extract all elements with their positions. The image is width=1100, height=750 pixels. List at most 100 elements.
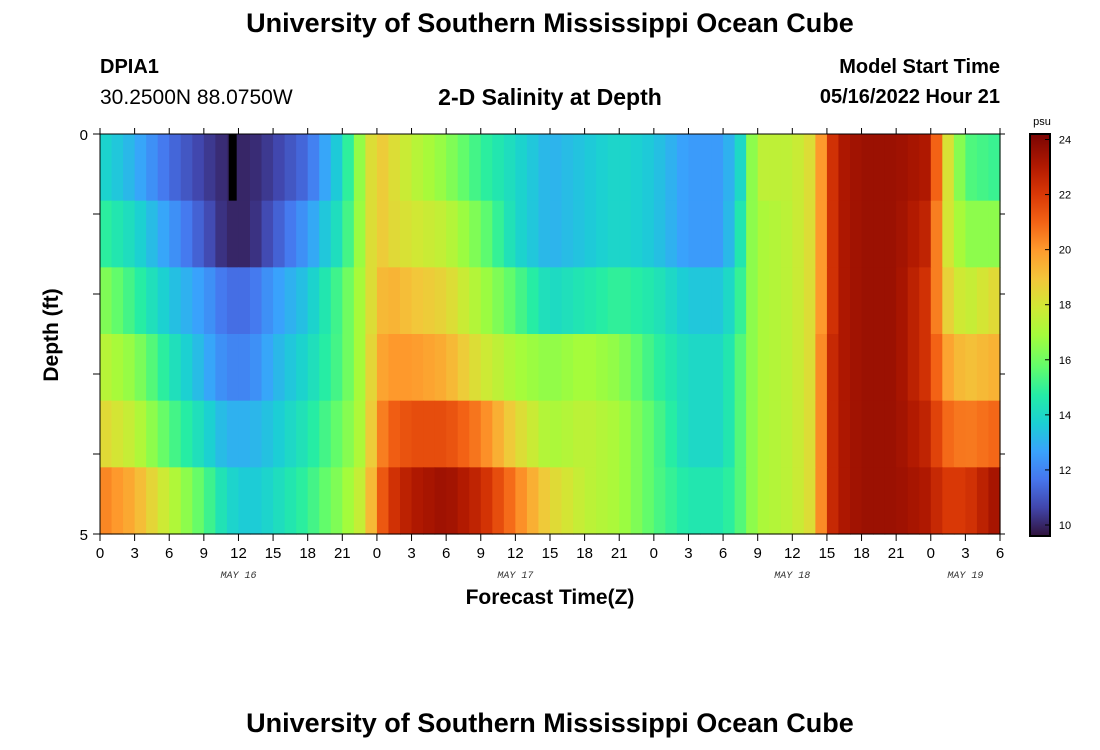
heatmap-cell <box>769 267 782 335</box>
heatmap-cell <box>676 467 690 535</box>
heatmap-cell <box>250 334 263 402</box>
heatmap-cell <box>503 134 516 202</box>
heatmap-cell <box>376 134 390 202</box>
heatmap-cell <box>353 467 366 535</box>
heatmap-cell <box>746 334 759 402</box>
heatmap-cell <box>965 134 978 202</box>
heatmap-cell <box>423 267 436 335</box>
heatmap-cell <box>123 467 136 535</box>
heatmap-cell <box>769 467 782 535</box>
heatmap-cell <box>584 334 597 402</box>
x-tick-label: 3 <box>961 545 969 562</box>
heatmap-cell <box>515 467 528 535</box>
heatmap-cell <box>596 334 609 402</box>
heatmap-cell <box>100 134 113 202</box>
heatmap-cell <box>457 267 470 335</box>
heatmap-cell <box>573 134 586 202</box>
heatmap-cell <box>838 134 851 202</box>
heatmap-cell <box>803 400 816 468</box>
heatmap-cell <box>503 400 516 468</box>
heatmap-cell <box>226 467 240 535</box>
heatmap-cell <box>284 200 297 268</box>
heatmap-cell <box>319 134 332 202</box>
heatmap-cell <box>838 267 851 335</box>
heatmap-cell <box>134 467 147 535</box>
heatmap-cell <box>850 467 863 535</box>
heatmap-cell <box>215 267 228 335</box>
heatmap-cell <box>711 334 724 402</box>
heatmap-cell <box>815 334 828 402</box>
heatmap-cell <box>538 467 551 535</box>
heatmap-cell <box>100 267 113 335</box>
heatmap-cell <box>446 267 459 335</box>
heatmap-cell <box>642 134 655 202</box>
heatmap-cell <box>284 134 297 202</box>
heatmap-cell <box>896 334 909 402</box>
x-tick-label: 9 <box>200 545 208 562</box>
x-tick-label: 12 <box>230 545 247 562</box>
heatmap-cell <box>538 400 551 468</box>
heatmap-cell <box>457 467 470 535</box>
heatmap-cell <box>376 267 390 335</box>
heatmap-cell <box>111 134 124 202</box>
heatmap-cell <box>757 134 770 202</box>
heatmap-cell <box>711 467 724 535</box>
heatmap-cell <box>630 400 643 468</box>
heatmap-cell <box>907 134 920 202</box>
heatmap-cell <box>711 134 724 202</box>
heatmap-cell <box>884 400 897 468</box>
heatmap-cell <box>757 267 770 335</box>
heatmap-cell <box>365 334 378 402</box>
heatmap-cell <box>319 467 332 535</box>
heatmap-cell <box>919 467 932 535</box>
heatmap-cell <box>688 334 701 402</box>
heatmap-cell <box>550 334 563 402</box>
x-tick-label: 9 <box>754 545 762 562</box>
heatmap-cell <box>723 467 736 535</box>
heatmap-cell <box>596 400 609 468</box>
heatmap-cell <box>688 134 701 202</box>
heatmap-cell <box>757 467 770 535</box>
heatmap-cell <box>953 334 966 402</box>
heatmap-cell <box>780 467 793 535</box>
heatmap-cell <box>307 134 320 202</box>
x-axis: 0 3 6 9 12 15 18 21 0 3 6 9 12 15 18 21 0 3 6 9 12 15 18 21 0 3 6 M… <box>96 128 1004 582</box>
heatmap-cell <box>215 200 228 268</box>
heatmap-cell <box>273 467 286 535</box>
heatmap-cell <box>746 134 759 202</box>
heatmap-cell <box>457 400 470 468</box>
x-tick-label: 21 <box>334 545 351 562</box>
heatmap-cell <box>319 400 332 468</box>
heatmap-cell <box>896 134 909 202</box>
heatmap-cell <box>100 400 113 468</box>
heatmap-cell <box>976 467 990 535</box>
heatmap-cell <box>676 334 690 402</box>
heatmap-cell <box>746 400 759 468</box>
heatmap-cell <box>988 200 1001 268</box>
heatmap-cell <box>815 134 828 202</box>
heatmap-cell <box>734 467 747 535</box>
heatmap-cell <box>261 400 274 468</box>
heatmap-cell <box>826 334 840 402</box>
heatmap-cell <box>146 334 159 402</box>
heatmap-cell <box>561 267 574 335</box>
heatmap-cell <box>250 467 263 535</box>
heatmap-cell <box>457 134 470 202</box>
heatmap-cell <box>411 267 424 335</box>
heatmap-cell <box>757 400 770 468</box>
heatmap-cell <box>700 200 713 268</box>
heatmap-cell <box>757 200 770 268</box>
heatmap-cell <box>515 200 528 268</box>
heatmap-cell <box>307 334 320 402</box>
heatmap-cell <box>873 267 886 335</box>
heatmap-cell <box>273 134 286 202</box>
heatmap-cell <box>653 200 666 268</box>
heatmap-cell <box>296 267 309 335</box>
heatmap-cell <box>665 467 678 535</box>
heatmap-cell <box>769 334 782 402</box>
heatmap-cell <box>700 334 713 402</box>
heatmap-cell <box>919 400 932 468</box>
x-tick-label: 21 <box>888 545 905 562</box>
heatmap-cell <box>157 200 170 268</box>
heatmap-cell <box>607 334 620 402</box>
